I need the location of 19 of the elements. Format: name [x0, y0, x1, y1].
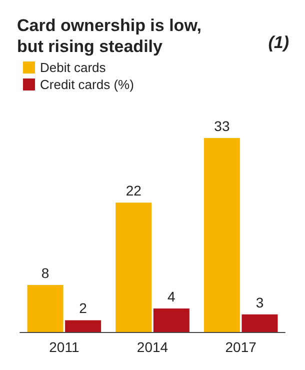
bar [27, 284, 64, 332]
data-label: 33 [214, 118, 230, 134]
bar [65, 320, 102, 332]
text: (1) [268, 33, 290, 52]
x-tick-label: 2014 [136, 339, 168, 355]
x-tick-label: 2011 [49, 339, 80, 355]
legend-label: Debit cards [40, 60, 106, 75]
data-label: 4 [168, 288, 176, 304]
data-label: 3 [256, 294, 264, 310]
bar [153, 308, 190, 332]
legend-label: Credit cards (%) [40, 77, 134, 92]
data-label: 22 [126, 182, 142, 199]
data-label: 2 [79, 300, 88, 316]
bar [204, 138, 240, 332]
bar [242, 314, 278, 332]
bar [116, 202, 152, 332]
x-tick-label: 2017 [225, 339, 257, 355]
chart-title: Card ownership is low, but rising steadily [17, 16, 202, 56]
data-label: 8 [41, 264, 50, 281]
